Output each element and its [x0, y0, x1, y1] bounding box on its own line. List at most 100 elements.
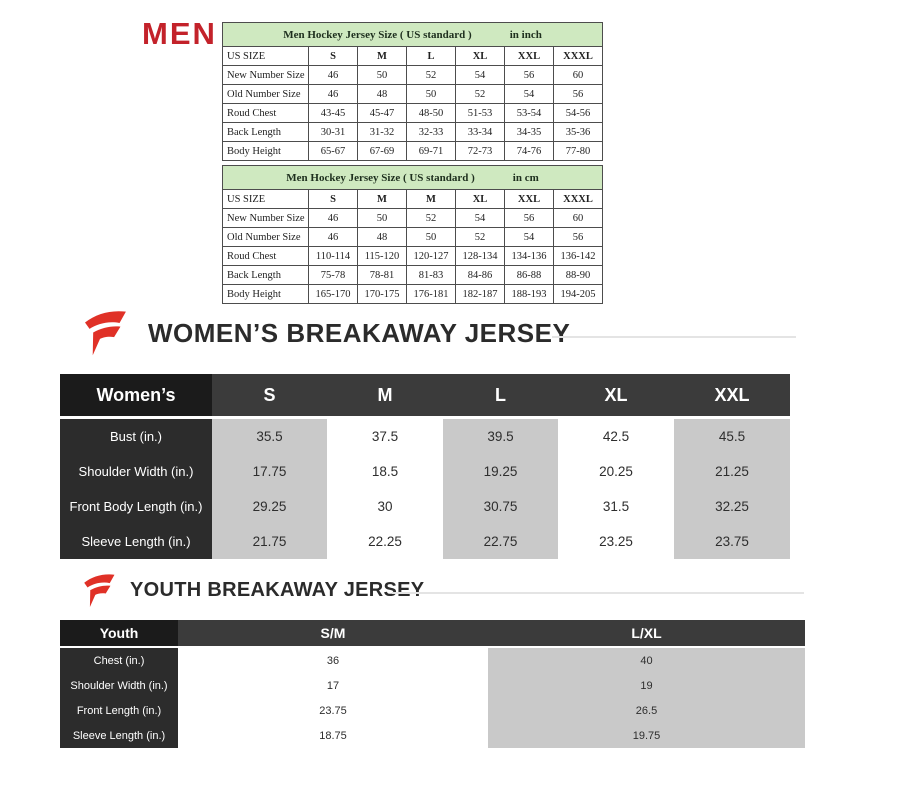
table-row: Roud Chest 43-45 45-47 48-50 51-53 53-54 54-56 — [222, 103, 604, 123]
value-cell: 46 — [308, 65, 358, 85]
table-row: Front Body Length (in.) 29.25 30 30.75 31.5 3… — [60, 489, 790, 524]
table-row: New Number Size 46 50 52 54 56 60 — [222, 208, 604, 228]
table-title-text: Men Hockey Jersey Size ( US standard ) — [283, 28, 472, 41]
table-row: Body Height 65-67 67-69 69-71 72-73 74-76 77-8… — [222, 141, 604, 161]
value-cell: 33-34 — [455, 122, 505, 142]
value-cell: 46 — [308, 208, 358, 228]
size-header-cell: XXXL — [552, 189, 604, 209]
value-cell: 17.75 — [212, 454, 327, 489]
table-row: Old Number Size 46 48 50 52 54 56 — [222, 227, 604, 247]
value-cell: 72-73 — [455, 141, 505, 161]
row-label-cell: Shoulder Width (in.) — [60, 454, 212, 489]
value-cell: 78-81 — [357, 265, 407, 285]
value-cell: 37.5 — [371, 429, 399, 444]
fanatics-flag-logo-icon — [84, 574, 115, 607]
size-header-row: US SIZE S M M XL XXL XXXL — [222, 189, 604, 209]
value-cell: 50 — [406, 227, 456, 247]
row-label-cell: Old Number Size — [222, 227, 309, 247]
table-unit-text: in inch — [509, 28, 542, 41]
table-row: Body Height 165-170 170-175 176-181 182-187 1… — [222, 284, 604, 304]
value-cell: 52 — [406, 208, 456, 228]
women-size-table: Women’s S M L XL XXL Bust (in.) 35.5 37.5 39.5 42.… — [60, 374, 790, 559]
value-cell: 52 — [455, 84, 505, 104]
value-cell: 22.25 — [368, 534, 402, 549]
row-header-cell: US SIZE — [222, 46, 309, 66]
value-cell: 40 — [488, 648, 805, 673]
value-cell: 176-181 — [406, 284, 456, 304]
value-cell: 56 — [552, 84, 604, 104]
value-cell: 110-114 — [308, 246, 358, 266]
value-cell: 30-31 — [308, 122, 358, 142]
value-cell: 29.25 — [212, 489, 327, 524]
value-cell: 46 — [308, 84, 358, 104]
size-header-cell: L — [406, 46, 456, 66]
row-label-cell: Roud Chest — [222, 246, 309, 266]
value-cell: 19.75 — [488, 723, 805, 748]
value-cell: 46 — [308, 227, 358, 247]
table-row: Front Length (in.) 23.75 26.5 — [60, 698, 805, 723]
row-label-cell: Front Body Length (in.) — [60, 489, 212, 524]
men-section-label: MEN — [142, 16, 217, 51]
value-cell: 67-69 — [357, 141, 407, 161]
value-cell: 32-33 — [406, 122, 456, 142]
value-cell: 86-88 — [504, 265, 554, 285]
value-cell: 23.25 — [599, 534, 633, 549]
value-cell: 48 — [357, 227, 407, 247]
row-label-cell: Front Length (in.) — [60, 698, 178, 723]
value-cell: 21.25 — [674, 454, 790, 489]
value-cell: 54 — [504, 84, 554, 104]
value-cell: 19.25 — [443, 454, 558, 489]
table-unit-text: in cm — [512, 171, 539, 184]
value-cell: 60 — [552, 208, 604, 228]
value-cell: 31-32 — [357, 122, 407, 142]
value-cell: 48-50 — [406, 103, 456, 123]
table-title-row: Men Hockey Jersey Size ( US standard ) in… — [221, 22, 604, 47]
value-cell: 54 — [504, 227, 554, 247]
youth-size-table: Youth S/M L/XL Chest (in.) 36 40 Shoulder Widt… — [60, 620, 805, 748]
size-header-cell: M — [357, 46, 407, 66]
value-cell: 36 — [326, 654, 340, 667]
value-cell: 54 — [455, 208, 505, 228]
size-header-cell: S/M — [178, 620, 488, 648]
table-row: Back Length 30-31 31-32 32-33 33-34 34-35 35-3… — [222, 122, 604, 142]
value-cell: 19 — [488, 673, 805, 698]
row-label-cell: Back Length — [222, 122, 309, 142]
size-header-cell: XL — [455, 189, 505, 209]
size-header-cell: XXL — [674, 374, 790, 419]
fanatics-flag-logo-icon — [85, 311, 126, 356]
value-cell: 45-47 — [357, 103, 407, 123]
size-header-cell: S — [308, 46, 358, 66]
value-cell: 50 — [357, 208, 407, 228]
table-row: New Number Size 46 50 52 54 56 60 — [222, 65, 604, 85]
table-corner-label: Youth — [60, 620, 178, 648]
table-row: Bust (in.) 35.5 37.5 39.5 42.5 45.5 — [60, 419, 790, 454]
men-size-table-inch: Men Hockey Jersey Size ( US standard ) in… — [221, 22, 604, 161]
value-cell: 45.5 — [674, 419, 790, 454]
row-label-cell: Bust (in.) — [60, 419, 212, 454]
value-cell: 30 — [377, 499, 393, 514]
value-cell: 65-67 — [308, 141, 358, 161]
youth-section-title: YOUTH BREAKAWAY JERSEY — [130, 579, 425, 601]
size-header-cell: M — [327, 374, 443, 419]
women-section-title: WOMEN’S BREAKAWAY JERSEY — [148, 317, 571, 348]
table-row: Sleeve Length (in.) 21.75 22.25 22.75 23.25 2… — [60, 524, 790, 559]
value-cell: 32.25 — [674, 489, 790, 524]
value-cell: 31.5 — [602, 499, 630, 514]
youth-section-header: YOUTH BREAKAWAY JERSEY — [82, 572, 424, 609]
row-label-cell: Back Length — [222, 265, 309, 285]
value-cell: 20.25 — [599, 464, 633, 479]
value-cell: 74-76 — [504, 141, 554, 161]
row-label-cell: Old Number Size — [222, 84, 309, 104]
men-size-tables: Men Hockey Jersey Size ( US standard ) in… — [221, 22, 604, 308]
row-header-cell: US SIZE — [222, 189, 309, 209]
table-row: Old Number Size 46 48 50 52 54 56 — [222, 84, 604, 104]
table-row: Back Length 75-78 78-81 81-83 84-86 86-88 88-9… — [222, 265, 604, 285]
row-label-cell: Shoulder Width (in.) — [60, 673, 178, 698]
value-cell: 69-71 — [406, 141, 456, 161]
men-size-table-cm: Men Hockey Jersey Size ( US standard ) in… — [221, 165, 604, 304]
table-corner-label: Women’s — [60, 374, 212, 419]
table-row: Shoulder Width (in.) 17 19 — [60, 673, 805, 698]
value-cell: 60 — [552, 65, 604, 85]
value-cell: 22.75 — [443, 524, 558, 559]
value-cell: 56 — [504, 208, 554, 228]
